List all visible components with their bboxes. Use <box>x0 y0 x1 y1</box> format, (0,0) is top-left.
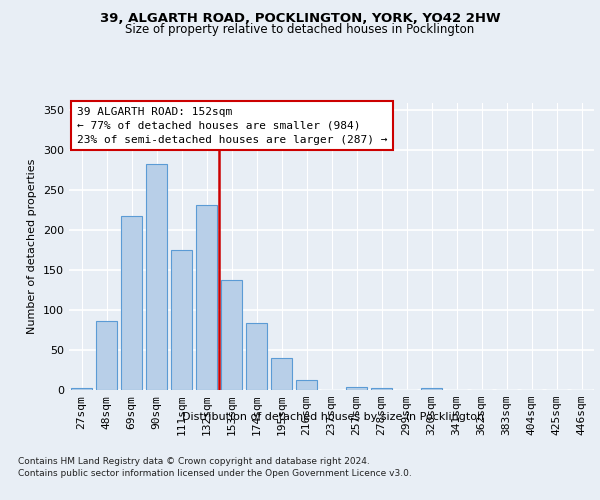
Text: Contains HM Land Registry data © Crown copyright and database right 2024.: Contains HM Land Registry data © Crown c… <box>18 458 370 466</box>
Bar <box>121 216 142 390</box>
Bar <box>146 164 167 390</box>
Bar <box>221 280 242 390</box>
Text: 39 ALGARTH ROAD: 152sqm
← 77% of detached houses are smaller (984)
23% of semi-d: 39 ALGARTH ROAD: 152sqm ← 77% of detache… <box>77 107 388 145</box>
Bar <box>196 204 217 390</box>
Bar <box>71 388 92 390</box>
Text: 39, ALGARTH ROAD, POCKLINGTON, YORK, YO42 2HW: 39, ALGARTH ROAD, POCKLINGTON, YORK, YO4… <box>100 12 500 26</box>
Bar <box>421 388 442 390</box>
Bar <box>271 358 292 390</box>
Y-axis label: Number of detached properties: Number of detached properties <box>28 158 37 334</box>
Bar <box>346 387 367 390</box>
Bar <box>171 250 192 390</box>
Bar <box>96 320 117 390</box>
Bar <box>371 388 392 390</box>
Text: Size of property relative to detached houses in Pocklington: Size of property relative to detached ho… <box>125 22 475 36</box>
Bar <box>246 323 267 390</box>
Text: Contains public sector information licensed under the Open Government Licence v3: Contains public sector information licen… <box>18 469 412 478</box>
Bar <box>296 380 317 390</box>
Text: Distribution of detached houses by size in Pocklington: Distribution of detached houses by size … <box>182 412 484 422</box>
